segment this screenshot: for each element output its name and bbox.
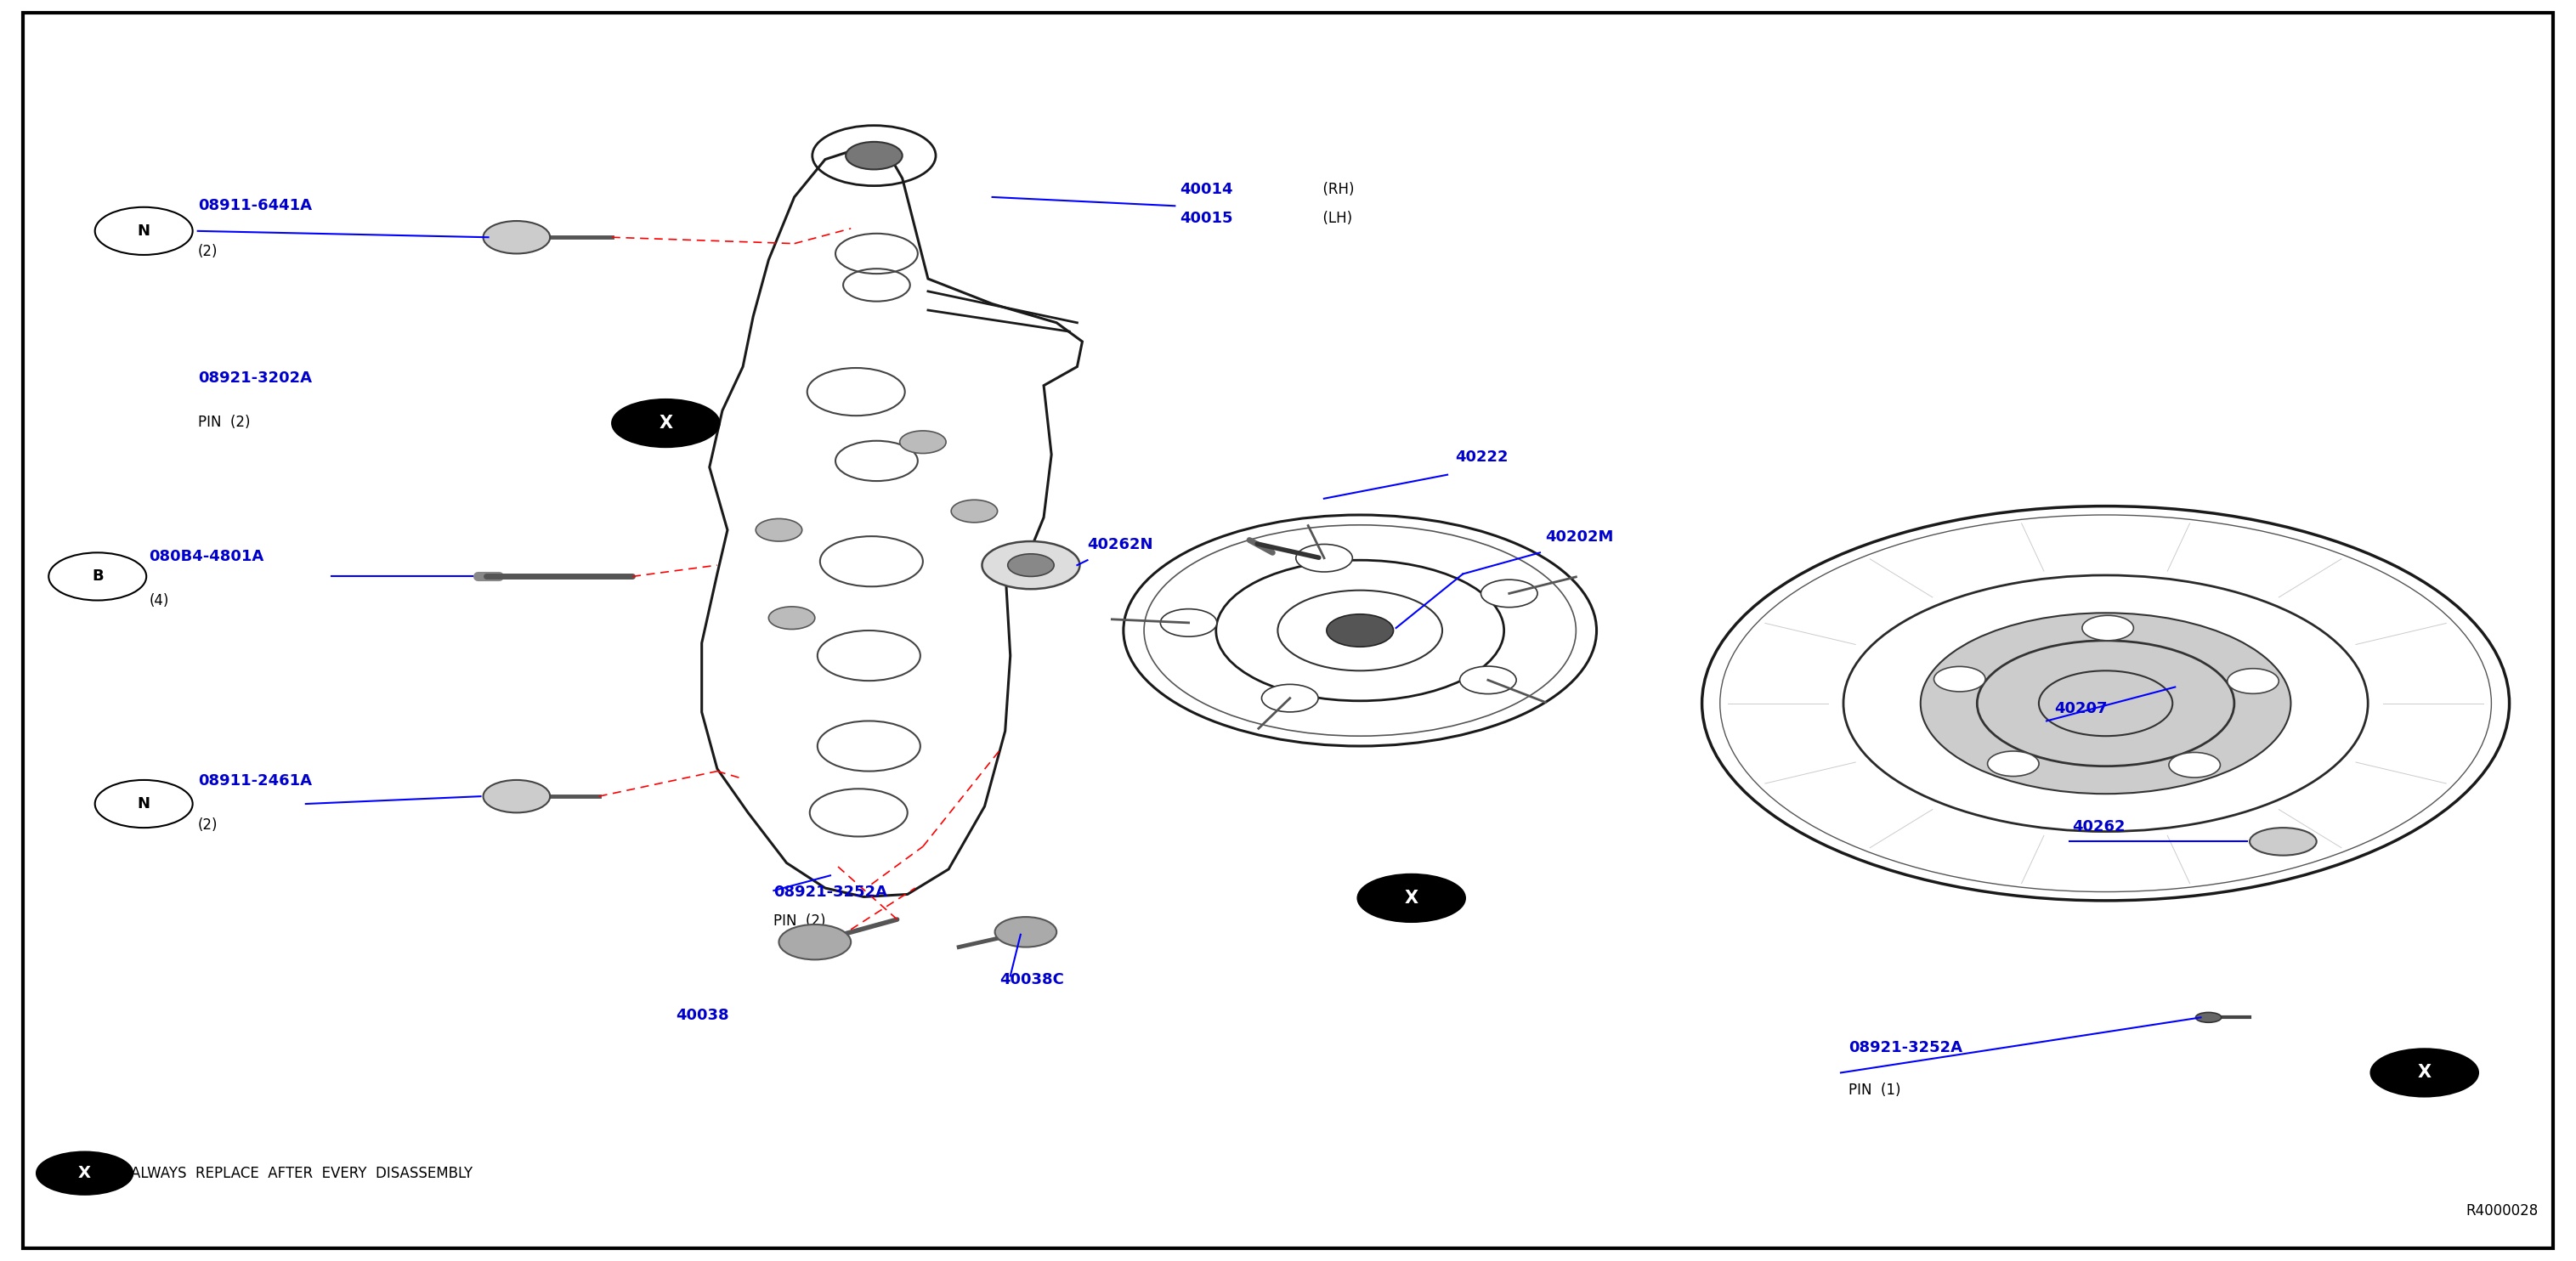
- Ellipse shape: [2195, 1013, 2221, 1023]
- Text: 08921-3202A: 08921-3202A: [198, 371, 312, 386]
- Circle shape: [899, 431, 945, 454]
- Text: 08921-3252A: 08921-3252A: [773, 884, 889, 899]
- Circle shape: [1989, 752, 2040, 777]
- Text: (RH): (RH): [1314, 182, 1355, 197]
- Circle shape: [2228, 668, 2280, 694]
- Ellipse shape: [613, 400, 719, 448]
- Text: 08921-3252A: 08921-3252A: [1850, 1040, 1963, 1055]
- Text: 40038C: 40038C: [999, 972, 1064, 987]
- Circle shape: [2081, 615, 2133, 641]
- Text: 08911-2461A: 08911-2461A: [198, 773, 312, 789]
- Text: X: X: [2419, 1064, 2432, 1081]
- Text: (2): (2): [198, 817, 219, 834]
- Circle shape: [1461, 666, 1517, 694]
- Text: 08911-6441A: 08911-6441A: [198, 198, 312, 213]
- Ellipse shape: [2370, 1049, 2478, 1097]
- Circle shape: [755, 518, 801, 541]
- Circle shape: [981, 541, 1079, 589]
- Text: X: X: [77, 1165, 90, 1182]
- Text: B: B: [93, 569, 103, 584]
- Text: (4): (4): [149, 593, 170, 608]
- Text: PIN  (2): PIN (2): [198, 415, 250, 430]
- Circle shape: [2169, 753, 2221, 778]
- Ellipse shape: [36, 1151, 134, 1194]
- Circle shape: [1327, 614, 1394, 647]
- Circle shape: [845, 141, 902, 169]
- Circle shape: [484, 781, 551, 812]
- Circle shape: [994, 917, 1056, 947]
- Text: (LH): (LH): [1314, 211, 1352, 226]
- Text: 40015: 40015: [1180, 211, 1234, 226]
- Ellipse shape: [1358, 874, 1466, 922]
- Text: 40014: 40014: [1180, 182, 1234, 197]
- Text: ALWAYS  REPLACE  AFTER  EVERY  DISASSEMBLY: ALWAYS REPLACE AFTER EVERY DISASSEMBLY: [131, 1165, 471, 1180]
- Circle shape: [768, 607, 814, 629]
- Text: 40038: 40038: [675, 1008, 729, 1023]
- Text: 40202M: 40202M: [1546, 530, 1613, 545]
- Text: X: X: [659, 415, 672, 431]
- Circle shape: [778, 924, 850, 960]
- Circle shape: [1296, 545, 1352, 572]
- Text: (2): (2): [198, 243, 219, 259]
- Circle shape: [1262, 685, 1319, 712]
- Text: 40262N: 40262N: [1087, 537, 1154, 552]
- Circle shape: [1007, 554, 1054, 576]
- Circle shape: [1159, 609, 1216, 637]
- Text: PIN  (1): PIN (1): [1850, 1083, 1901, 1098]
- Text: PIN  (2): PIN (2): [773, 913, 827, 928]
- Text: 080B4-4801A: 080B4-4801A: [149, 549, 263, 564]
- Circle shape: [1481, 580, 1538, 608]
- Circle shape: [951, 499, 997, 522]
- Circle shape: [1935, 667, 1986, 691]
- Text: N: N: [137, 223, 149, 238]
- Text: X: X: [1404, 889, 1419, 907]
- Text: 40207: 40207: [2053, 701, 2107, 716]
- Text: 40222: 40222: [1455, 449, 1510, 464]
- Circle shape: [484, 221, 551, 253]
- Ellipse shape: [2249, 827, 2316, 855]
- Text: N: N: [137, 796, 149, 812]
- Text: 40262: 40262: [2071, 818, 2125, 834]
- Circle shape: [2038, 671, 2172, 736]
- Circle shape: [1922, 613, 2290, 794]
- Text: R4000028: R4000028: [2465, 1203, 2537, 1218]
